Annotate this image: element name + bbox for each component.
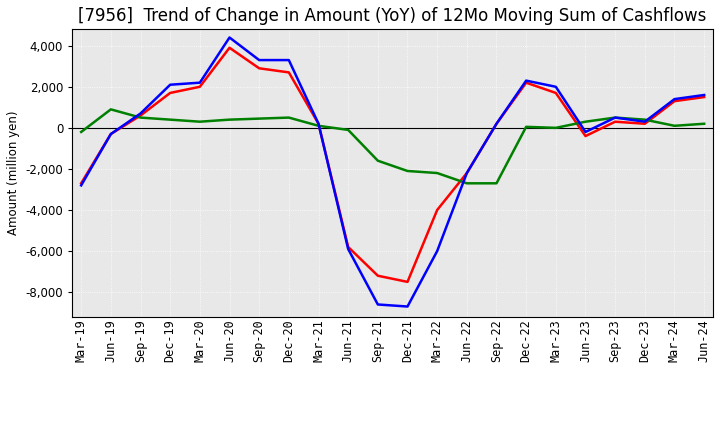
Investing Cashflow	[136, 115, 145, 120]
Investing Cashflow	[77, 129, 86, 135]
Investing Cashflow	[492, 181, 501, 186]
Free Cashflow	[225, 35, 234, 40]
Free Cashflow	[136, 111, 145, 116]
Line: Free Cashflow: Free Cashflow	[81, 37, 704, 307]
Investing Cashflow	[700, 121, 708, 126]
Investing Cashflow	[581, 119, 590, 125]
Operating Cashflow	[107, 132, 115, 137]
Operating Cashflow	[581, 133, 590, 139]
Operating Cashflow	[462, 170, 471, 176]
Line: Investing Cashflow: Investing Cashflow	[81, 110, 704, 183]
Free Cashflow	[611, 115, 619, 120]
Operating Cashflow	[344, 244, 353, 249]
Investing Cashflow	[374, 158, 382, 163]
Operating Cashflow	[225, 45, 234, 51]
Investing Cashflow	[225, 117, 234, 122]
Free Cashflow	[492, 121, 501, 126]
Free Cashflow	[403, 304, 412, 309]
Y-axis label: Amount (million yen): Amount (million yen)	[7, 111, 20, 235]
Operating Cashflow	[670, 99, 679, 104]
Operating Cashflow	[77, 181, 86, 186]
Investing Cashflow	[641, 117, 649, 122]
Free Cashflow	[522, 78, 531, 83]
Operating Cashflow	[136, 113, 145, 118]
Investing Cashflow	[196, 119, 204, 125]
Investing Cashflow	[611, 115, 619, 120]
Free Cashflow	[462, 170, 471, 176]
Investing Cashflow	[433, 170, 441, 176]
Free Cashflow	[314, 121, 323, 126]
Free Cashflow	[700, 92, 708, 98]
Operating Cashflow	[374, 273, 382, 279]
Operating Cashflow	[641, 121, 649, 126]
Free Cashflow	[284, 58, 293, 63]
Title: [7956]  Trend of Change in Amount (YoY) of 12Mo Moving Sum of Cashflows: [7956] Trend of Change in Amount (YoY) o…	[78, 7, 707, 25]
Investing Cashflow	[284, 115, 293, 120]
Operating Cashflow	[196, 84, 204, 89]
Investing Cashflow	[462, 181, 471, 186]
Free Cashflow	[670, 96, 679, 102]
Investing Cashflow	[344, 127, 353, 132]
Operating Cashflow	[492, 121, 501, 126]
Free Cashflow	[344, 246, 353, 252]
Operating Cashflow	[522, 80, 531, 85]
Free Cashflow	[255, 58, 264, 63]
Operating Cashflow	[403, 279, 412, 285]
Investing Cashflow	[314, 123, 323, 128]
Operating Cashflow	[166, 90, 174, 95]
Investing Cashflow	[552, 125, 560, 131]
Free Cashflow	[374, 302, 382, 307]
Operating Cashflow	[611, 119, 619, 125]
Investing Cashflow	[255, 116, 264, 121]
Free Cashflow	[581, 129, 590, 135]
Free Cashflow	[166, 82, 174, 88]
Free Cashflow	[552, 84, 560, 89]
Operating Cashflow	[314, 121, 323, 126]
Operating Cashflow	[700, 95, 708, 100]
Operating Cashflow	[255, 66, 264, 71]
Investing Cashflow	[107, 107, 115, 112]
Operating Cashflow	[552, 90, 560, 95]
Free Cashflow	[77, 183, 86, 188]
Operating Cashflow	[433, 207, 441, 213]
Free Cashflow	[641, 119, 649, 125]
Investing Cashflow	[166, 117, 174, 122]
Free Cashflow	[433, 249, 441, 254]
Investing Cashflow	[522, 124, 531, 129]
Line: Operating Cashflow: Operating Cashflow	[81, 48, 704, 282]
Operating Cashflow	[284, 70, 293, 75]
Investing Cashflow	[670, 123, 679, 128]
Investing Cashflow	[403, 169, 412, 174]
Free Cashflow	[107, 132, 115, 137]
Free Cashflow	[196, 80, 204, 85]
